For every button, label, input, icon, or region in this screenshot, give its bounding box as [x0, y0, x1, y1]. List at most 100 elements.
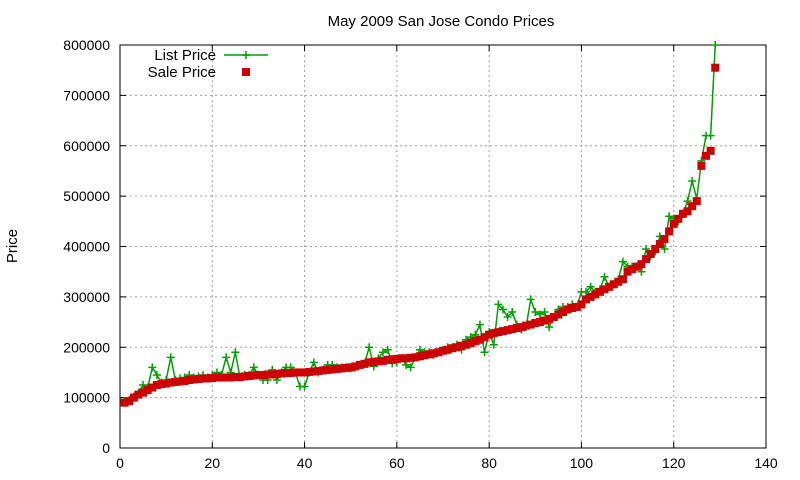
x-tick-label: 100 [570, 455, 594, 471]
list-price-point [231, 348, 240, 357]
sale-price-point [148, 383, 157, 392]
sale-price-point [162, 379, 171, 388]
sale-price-point [369, 357, 378, 366]
sale-price-point [462, 340, 471, 349]
list-price-point [545, 323, 554, 332]
y-tick-label: 300000 [63, 289, 110, 305]
sale-price-point [143, 386, 152, 395]
sale-price-point [282, 368, 291, 377]
sale-price-point [222, 373, 231, 382]
sale-price-point [540, 316, 549, 325]
sale-price-point [374, 357, 383, 366]
series-sale-price [120, 63, 720, 407]
sale-price-point [586, 292, 595, 301]
sale-price-point [605, 282, 614, 291]
sale-price-point [545, 315, 554, 324]
sale-price-point [535, 318, 544, 327]
sale-price-point [180, 377, 189, 386]
sale-price-point [572, 302, 581, 311]
sale-price-point [628, 265, 637, 274]
sale-price-point [314, 366, 323, 375]
sale-price-point [286, 368, 295, 377]
sale-price-point [475, 335, 484, 344]
sale-price-point [678, 209, 687, 218]
legend-label-list-price: List Price [154, 47, 216, 64]
list-price-point [535, 310, 544, 319]
sale-price-point [231, 372, 240, 381]
list-price-point [540, 307, 549, 316]
sale-price-point [235, 372, 244, 381]
y-tick-label: 100000 [63, 390, 110, 406]
sale-price-point [402, 354, 411, 363]
list-price-point [475, 320, 484, 329]
list-price-point [489, 340, 498, 349]
list-price-point [600, 272, 609, 281]
sale-price-point [300, 368, 309, 377]
x-tick-label: 120 [662, 455, 686, 471]
sale-price-point [655, 239, 664, 248]
list-price-point [379, 348, 388, 357]
x-tick-label: 0 [116, 455, 124, 471]
sale-price-point [512, 324, 521, 333]
list-price-point [406, 363, 415, 372]
sale-price-point [199, 374, 208, 383]
sale-price-point [618, 275, 627, 284]
sale-price-point [480, 333, 489, 342]
sale-price-point [489, 329, 498, 338]
x-tick-label: 40 [297, 455, 313, 471]
list-price-point [637, 267, 646, 276]
sale-price-point [411, 353, 420, 362]
sale-price-point [249, 371, 258, 380]
sale-price-point [365, 358, 374, 367]
sale-price-point [498, 327, 507, 336]
list-price-point [300, 382, 309, 391]
list-price-point [582, 287, 591, 296]
sale-price-point [415, 352, 424, 361]
sale-price-point [295, 368, 304, 377]
legend-marker-sale-price [242, 68, 250, 76]
y-tick-label: 0 [102, 440, 110, 456]
legend-label-sale-price: Sale Price [148, 64, 216, 81]
sale-price-point [702, 151, 711, 160]
sale-price-point [342, 363, 351, 372]
list-price-point [139, 381, 148, 390]
sale-price-point [692, 197, 701, 206]
sale-price-point [452, 343, 461, 352]
sale-price-point [346, 363, 355, 372]
sale-price-point [240, 372, 249, 381]
sale-price-point [328, 365, 337, 374]
y-tick-label: 400000 [63, 239, 110, 255]
sale-price-point [688, 202, 697, 211]
sale-price-point [471, 337, 480, 346]
sale-price-point [263, 370, 272, 379]
sale-price-point [129, 393, 138, 402]
sale-price-point [609, 280, 618, 289]
sale-price-point [203, 374, 212, 383]
sale-price-point [351, 362, 360, 371]
sale-price-point [600, 285, 609, 294]
sale-price-point [175, 377, 184, 386]
list-price-point [508, 307, 517, 316]
sale-price-point [388, 355, 397, 364]
sale-price-point [217, 373, 226, 382]
sale-price-point [577, 300, 586, 309]
list-price-point [660, 245, 669, 254]
sale-price-point [595, 287, 604, 296]
sale-price-point [397, 354, 406, 363]
sale-price-point [614, 277, 623, 286]
list-price-point [618, 257, 627, 266]
sale-price-point [563, 305, 572, 314]
y-axis-label: Price [4, 229, 21, 263]
sale-price-point [457, 341, 466, 350]
sale-price-point [494, 328, 503, 337]
list-price-point [503, 313, 512, 322]
list-price-point [665, 212, 674, 221]
sale-price-point [637, 260, 646, 269]
legend: List Price Sale Price [148, 47, 268, 81]
sale-price-point [651, 245, 660, 254]
sale-price-point [194, 374, 203, 383]
grid-lines [120, 45, 766, 448]
sale-price-point [674, 214, 683, 223]
sale-price-point [355, 360, 364, 369]
sale-price-point [337, 364, 346, 373]
